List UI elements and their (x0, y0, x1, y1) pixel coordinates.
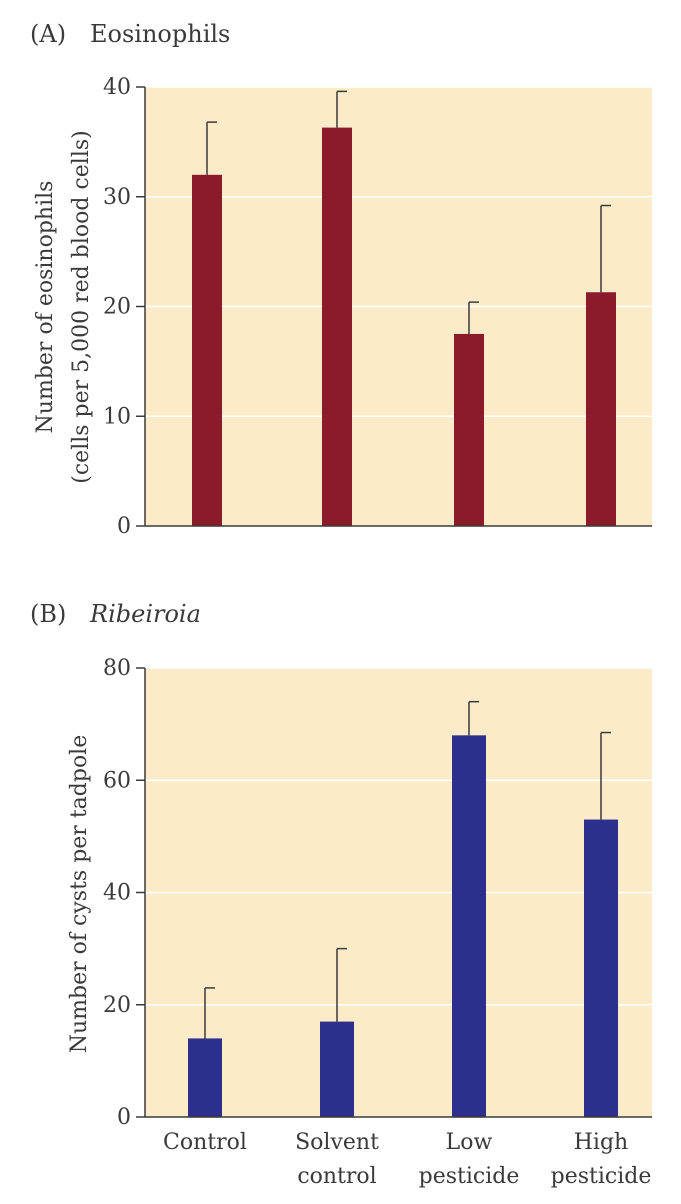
panel-a-bar (322, 127, 352, 527)
panel-b-category-label: pesticide (419, 1164, 520, 1189)
panel-b-category-label: pesticide (551, 1164, 652, 1189)
panel-a-y-tick-label: 40 (103, 75, 131, 100)
panel-b-category-label: High (574, 1130, 628, 1155)
panel-b-bar (584, 819, 618, 1117)
panel-b-bar (452, 735, 486, 1117)
panel-a-bar (586, 292, 616, 526)
panel-b-bar (188, 1038, 222, 1117)
panel-a-bar (192, 174, 222, 527)
panel-a-bar (454, 333, 484, 526)
panel-b-y-axis-title: Number of cysts per tadpole (67, 735, 92, 1053)
panel-a-tag: (A) (30, 20, 66, 48)
panel-a-y-tick-label: 20 (103, 295, 131, 320)
panel-a-y-tick-label: 10 (103, 404, 131, 429)
panel-b-title: Ribeiroia (89, 600, 201, 628)
panel-a-y-tick-label: 0 (117, 514, 131, 539)
panel-b-tag: (B) (30, 600, 66, 628)
panel-a-y-axis-title: Number of eosinophils (33, 181, 58, 434)
panel-a-y-tick-label: 30 (103, 185, 131, 210)
panel-b-y-tick-label: 40 (103, 881, 131, 906)
panel-b-y-tick-label: 80 (103, 656, 131, 681)
panel-b-y-tick-label: 60 (103, 768, 131, 793)
panel-b-category-label: Solvent (295, 1130, 379, 1155)
panel-a-title: Eosinophils (90, 20, 230, 48)
panel-b-bar (320, 1021, 354, 1117)
panel-b-category-label: Control (163, 1130, 247, 1155)
panel-b-category-label: Low (446, 1130, 493, 1155)
panel-b-y-tick-label: 0 (117, 1105, 131, 1130)
panel-b-y-tick-label: 20 (103, 993, 131, 1018)
panel-a-y-axis-title: (cells per 5,000 red blood cells) (69, 130, 94, 483)
panel-b-category-label: control (297, 1164, 376, 1189)
